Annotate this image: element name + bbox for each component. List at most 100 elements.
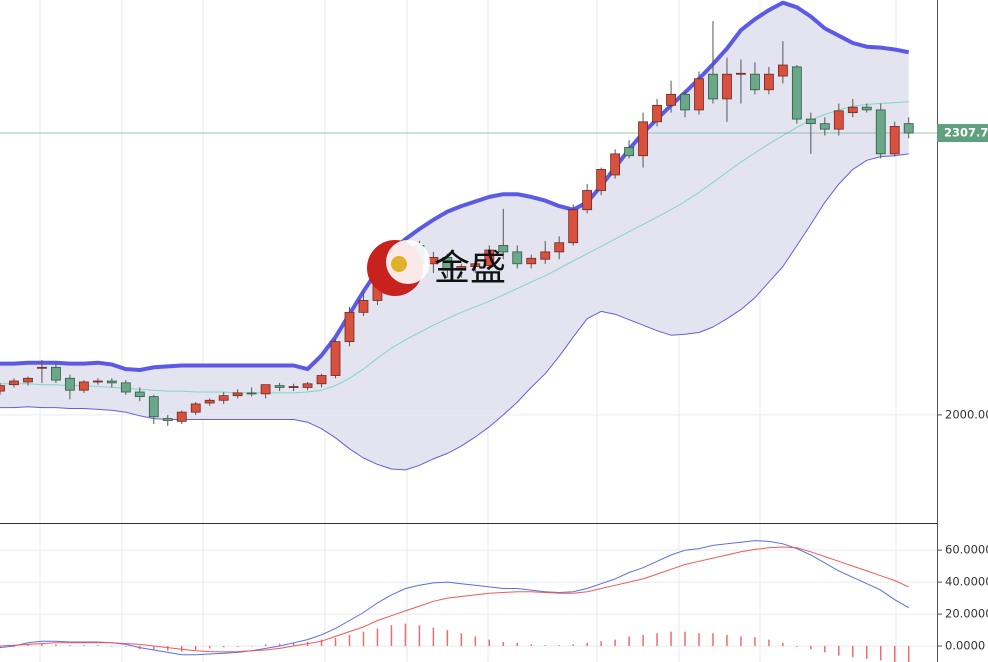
candle-body	[302, 383, 313, 388]
last-price-label: 2307.76	[944, 126, 988, 140]
candle-body	[540, 251, 551, 260]
histogram-bar	[390, 625, 393, 647]
candle-body	[777, 64, 788, 77]
candle-body	[624, 147, 634, 157]
candle-body	[736, 72, 746, 75]
histogram-bar	[852, 646, 854, 658]
histogram-bar	[111, 646, 113, 647]
histogram-bar	[418, 625, 421, 647]
band-line	[0, 153, 909, 471]
logo-ball	[391, 256, 407, 272]
macd-line	[0, 546, 909, 653]
candle-body	[162, 418, 173, 421]
histogram-bar	[893, 646, 896, 662]
candle-body	[316, 375, 327, 385]
candle-body	[484, 249, 495, 267]
candle-body	[526, 257, 537, 265]
histogram-bar	[55, 644, 57, 647]
histogram-bar	[824, 646, 826, 653]
candle-body	[652, 104, 662, 123]
candle-body	[861, 106, 872, 111]
histogram-bar	[558, 645, 560, 647]
candle-body	[344, 311, 355, 343]
histogram-bar	[698, 633, 700, 647]
histogram-bar	[334, 638, 337, 647]
candle-body	[694, 78, 704, 111]
histogram-bar	[768, 639, 770, 647]
histogram-bar	[362, 631, 365, 647]
histogram-bar	[712, 633, 714, 647]
histogram-bar	[69, 645, 71, 647]
candle-body	[722, 73, 732, 100]
candle-body	[358, 300, 369, 313]
candle-body	[833, 110, 844, 130]
histogram-bar	[167, 646, 169, 651]
candle-body	[680, 93, 690, 111]
histogram-bar	[866, 646, 868, 659]
candle-body	[666, 93, 676, 106]
histogram-bar	[222, 646, 225, 648]
histogram-bar	[572, 644, 574, 647]
candle-body	[610, 153, 621, 176]
histogram-bar	[320, 639, 323, 647]
histogram-bar	[656, 633, 658, 647]
y-tick-label: 2000.00	[945, 407, 988, 421]
candle-body	[246, 392, 257, 395]
histogram-bar	[670, 631, 672, 647]
histogram-bar	[250, 646, 253, 647]
histogram-bar	[810, 646, 812, 650]
histogram-bar	[586, 642, 588, 647]
candle-body	[708, 73, 718, 100]
histogram-bar	[474, 636, 477, 647]
candle-body	[582, 190, 593, 211]
histogram-bar	[516, 642, 519, 647]
candle-body	[568, 209, 579, 244]
band-line	[0, 0, 910, 372]
candle-body	[134, 391, 145, 398]
histogram-bar	[488, 639, 491, 647]
candle-body	[106, 380, 117, 384]
histogram-bar	[278, 643, 281, 647]
histogram-bar	[153, 646, 155, 651]
candle-body	[847, 106, 858, 114]
histogram-bar	[502, 642, 505, 647]
histogram-bar	[838, 646, 840, 656]
candle-body	[9, 380, 19, 386]
histogram-bar	[907, 646, 910, 662]
candle-body	[120, 382, 131, 393]
macd-line	[0, 540, 909, 656]
histogram-bar	[348, 634, 351, 647]
candle-body	[51, 366, 61, 381]
histogram-bar	[879, 646, 882, 661]
histogram-bar	[726, 634, 728, 647]
candle-body	[638, 121, 648, 157]
histogram-bar	[376, 628, 379, 647]
candle-body	[204, 399, 215, 404]
watermark: 金盛	[434, 248, 506, 289]
histogram-bar	[544, 645, 546, 647]
candle-body	[554, 242, 565, 253]
histogram-bar	[796, 646, 798, 647]
histogram-bar	[614, 639, 616, 647]
histogram-bar	[264, 644, 267, 647]
candle-body	[176, 411, 187, 422]
histogram-bar	[684, 631, 686, 647]
histogram-bar	[600, 641, 602, 647]
histogram-bar	[446, 630, 449, 647]
candle-body	[596, 169, 607, 191]
candle-body	[903, 123, 914, 134]
histogram-bar	[530, 644, 532, 647]
candle-body	[260, 384, 271, 395]
band-line	[0, 101, 909, 394]
candle-body	[232, 392, 243, 397]
candle-body	[65, 377, 75, 391]
y-tick-label: 0.0000	[945, 639, 985, 653]
band-fill	[0, 2, 909, 470]
candle-body	[330, 341, 341, 376]
candle-body	[190, 403, 201, 413]
candle-body	[750, 73, 760, 91]
candle-body	[791, 66, 802, 120]
candle-body	[875, 109, 886, 155]
candle-body	[92, 380, 103, 383]
candle-body	[498, 245, 509, 253]
